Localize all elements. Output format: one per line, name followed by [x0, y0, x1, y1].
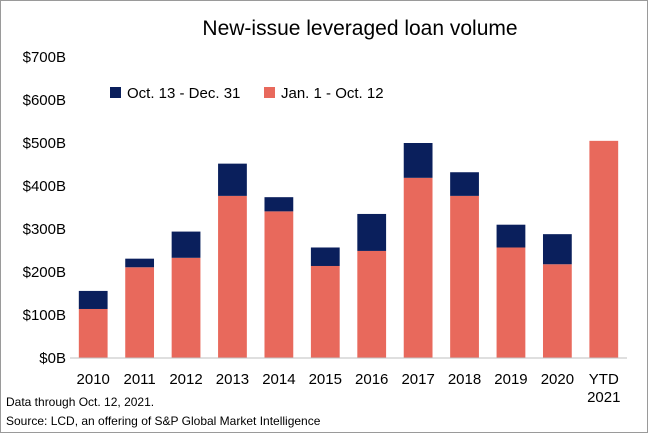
- bar-oct13-dec31: [496, 224, 526, 248]
- legend-swatch: [110, 87, 121, 98]
- footnote-source: Source: LCD, an offering of S&P Global M…: [6, 414, 321, 428]
- x-tick-label: 2018: [448, 371, 481, 388]
- x-tick-label: 2010: [77, 371, 110, 388]
- legend-swatch: [264, 87, 275, 98]
- bar-jan1-oct12: [357, 250, 387, 358]
- legend-label: Jan. 1 - Oct. 12: [281, 85, 384, 102]
- legend-label: Oct. 13 - Dec. 31: [127, 85, 240, 102]
- x-tick-label: 2019: [494, 371, 527, 388]
- bar-jan1-oct12: [310, 265, 340, 358]
- bar-oct13-dec31: [218, 163, 247, 196]
- footnote-data-through: Data through Oct. 12, 2021.: [6, 395, 154, 409]
- x-tick-label: 2013: [216, 371, 249, 388]
- bar-oct13-dec31: [403, 143, 433, 178]
- bar-jan1-oct12: [264, 211, 294, 358]
- y-tick-label: $600B: [23, 92, 66, 109]
- bar-oct13-dec31: [78, 290, 108, 309]
- x-tick-label: 2012: [169, 371, 202, 388]
- bar-oct13-dec31: [310, 247, 340, 266]
- y-tick-label: $700B: [23, 49, 66, 66]
- x-tick-label: 2014: [262, 371, 295, 388]
- y-tick-label: $500B: [23, 135, 66, 152]
- y-tick-label: $100B: [23, 307, 66, 324]
- bar-jan1-oct12: [589, 140, 619, 358]
- x-tick-label: 2020: [541, 371, 574, 388]
- y-axis: $0B $100B $200B $300B $400B $500B $600B $700B: [23, 49, 66, 367]
- chart-title: New-issue leveraged loan volume: [202, 17, 517, 40]
- bar-oct13-dec31: [125, 258, 155, 268]
- x-tick-label: 2011: [123, 371, 155, 388]
- bar-jan1-oct12: [403, 177, 433, 358]
- bar-jan1-oct12: [542, 264, 572, 358]
- x-tick-label: 2017: [401, 371, 434, 388]
- bar-oct13-dec31: [264, 197, 294, 212]
- bar-jan1-oct12: [78, 308, 108, 358]
- bar-jan1-oct12: [125, 267, 155, 358]
- legend: Oct. 13 - Dec. 31 Jan. 1 - Oct. 12: [110, 85, 384, 102]
- y-tick-label: $200B: [23, 264, 66, 281]
- x-tick-label: YTD 2021: [587, 371, 620, 406]
- bars: [78, 140, 619, 358]
- y-tick-label: $400B: [23, 178, 66, 195]
- bar-jan1-oct12: [218, 195, 247, 358]
- bar-oct13-dec31: [450, 172, 479, 196]
- bar-oct13-dec31: [357, 213, 387, 251]
- y-tick-label: $300B: [23, 221, 66, 238]
- bar-oct13-dec31: [542, 234, 572, 265]
- bar-jan1-oct12: [450, 195, 479, 358]
- x-tick-label: 2015: [309, 371, 342, 388]
- bar-oct13-dec31: [171, 231, 201, 258]
- x-axis: 2010 2011 2012 2013 2014 2015 2016 2017 2018 2019…: [70, 357, 627, 406]
- bar-jan1-oct12: [171, 257, 201, 358]
- bar-jan1-oct12: [496, 247, 526, 358]
- y-tick-label: $0B: [39, 350, 66, 367]
- x-tick-label: 2016: [355, 371, 388, 388]
